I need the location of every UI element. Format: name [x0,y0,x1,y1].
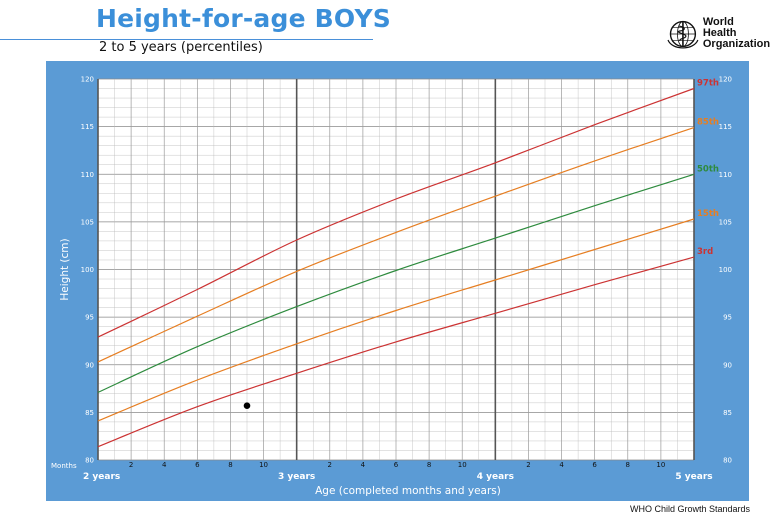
percentile-label-97th: 97th [697,79,719,89]
x-month-tick-label: 10 [259,461,268,469]
y-tick-label-left: 105 [81,218,94,226]
y-tick-label-right: 120 [719,76,732,84]
percentile-label-15th: 15th [697,209,719,219]
y-tick-label-right: 100 [719,266,732,274]
grid [97,78,695,461]
x-month-tick-label: 6 [592,461,597,469]
chart-subtitle: 2 to 5 years (percentiles) [99,40,263,55]
chart-panel: 97th 85th 50th 15th 3rd 80 80 85 85 90 90 95 95 100 1… [46,61,749,501]
y-tick-label-right: 105 [719,218,732,226]
percentile-label-85th: 85th [697,118,719,128]
x-month-tick-label: 8 [626,461,630,469]
percentile-curve-85th [97,127,695,363]
x-month-tick-label: 8 [427,461,431,469]
y-tick-label-right: 85 [723,409,732,417]
x-month-tick-label: 10 [458,461,467,469]
org-name-line1: World Health [702,16,737,39]
x-month-tick-label: 4 [162,461,167,469]
x-month-tick-label: 2 [129,461,133,469]
x-month-tick-label: 8 [228,461,232,469]
y-tick-label-left: 120 [81,76,94,84]
y-tick-label-left: 90 [85,361,94,369]
y-tick-label-left: 80 [85,457,94,465]
percentile-curves: 97th 85th 50th 15th 3rd [97,79,719,448]
y-axis-title: Height (cm) [59,238,71,300]
x-month-tick-label: 4 [361,461,366,469]
y-tick-label-left: 85 [85,409,94,417]
y-tick-label-right: 115 [719,123,732,131]
y-tick-label-right: 95 [723,314,732,322]
footer-credit: WHO Child Growth Standards [629,504,750,514]
y-tick-label-right: 90 [723,361,732,369]
x-year-label: 2 years [83,472,120,482]
y-tick-label-right: 110 [719,171,732,179]
who-emblem-icon [667,20,699,49]
x-axis-title: Age (completed months and years) [315,485,501,497]
growth-chart: 97th 85th 50th 15th 3rd 80 80 85 85 90 90 95 95 100 1… [51,76,732,498]
y-tick-label-left: 100 [81,266,94,274]
x-year-label: 5 years [675,472,712,482]
title-rule [0,39,373,40]
percentile-curve-50th [97,173,695,393]
percentile-label-50th: 50th [697,164,719,174]
x-year-label: 4 years [477,472,514,482]
percentile-curve-97th [97,87,695,338]
percentile-label-3rd: 3rd [697,247,713,257]
measurement-point [243,402,251,410]
organization-name: World Health Organization [703,17,770,50]
x-month-tick-label: 2 [328,461,332,469]
y-tick-label-left: 115 [81,123,94,131]
x-year-label: 3 years [278,472,315,482]
x-unit-label: Months [51,462,77,470]
axis-labels: 80 80 85 85 90 90 95 95 100 100 105 105 110 110 115 115… [51,76,732,483]
x-month-tick-label: 4 [559,461,564,469]
chart-title: Height-for-age BOYS [96,4,391,33]
percentile-curve-3rd [97,256,695,448]
percentile-curve-15th [97,218,695,422]
x-month-tick-label: 6 [394,461,399,469]
org-name-line2: Organization [702,38,770,50]
y-tick-label-left: 95 [85,314,94,322]
x-month-tick-label: 6 [195,461,200,469]
organization-logo: World Health Organization [666,17,770,50]
y-tick-label-right: 80 [723,457,732,465]
y-tick-label-left: 110 [81,171,94,179]
x-month-tick-label: 2 [526,461,530,469]
data-points [243,402,251,410]
x-month-tick-label: 10 [656,461,665,469]
